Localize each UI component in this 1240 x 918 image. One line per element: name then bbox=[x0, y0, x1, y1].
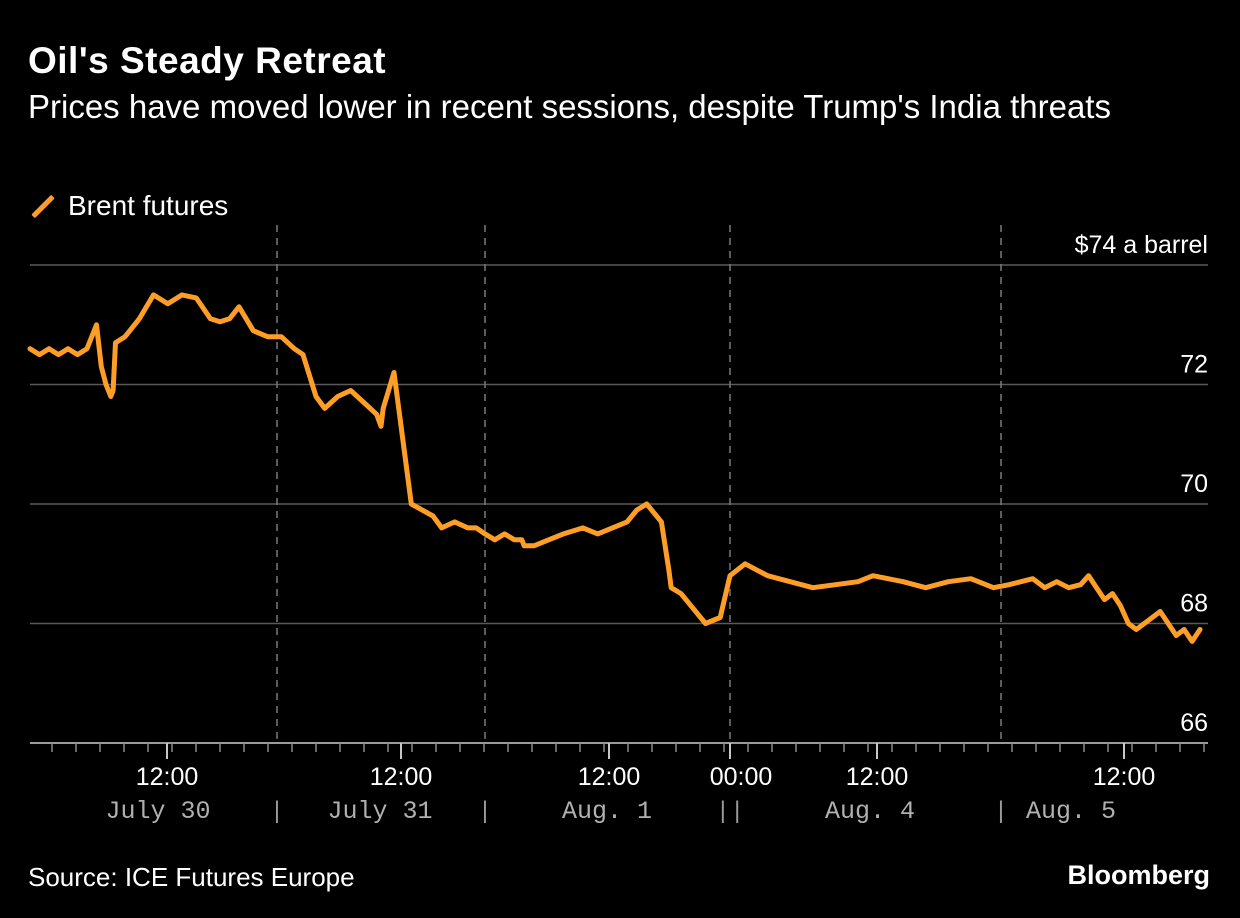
y-tick-label-70: 70 bbox=[1180, 470, 1208, 498]
chart-subtitle: Prices have moved lower in recent sessio… bbox=[28, 88, 1111, 125]
session-divider-mark-3: | bbox=[994, 799, 1008, 826]
x-time-label-2: 12:00 bbox=[578, 763, 641, 791]
x-session-label-2: Aug. 1 bbox=[562, 797, 652, 826]
y-tick-label-68: 68 bbox=[1180, 590, 1208, 618]
x-session-label-0: July 30 bbox=[105, 797, 210, 826]
x-time-label-4: 12:00 bbox=[1093, 763, 1156, 791]
x-session-label-4: Aug. 5 bbox=[1026, 797, 1116, 826]
source-note: Source: ICE Futures Europe bbox=[28, 862, 355, 892]
y-tick-label-66: 66 bbox=[1180, 709, 1208, 737]
legend: Brent futures bbox=[28, 190, 228, 222]
x-time-label-lead-3: 00:00 bbox=[710, 763, 773, 791]
legend-label-brent: Brent futures bbox=[68, 190, 229, 221]
chart-title: Oil's Steady Retreat bbox=[28, 40, 387, 81]
y-tick-label-72: 72 bbox=[1180, 351, 1208, 379]
session-divider-mark-1: | bbox=[478, 799, 492, 826]
series-line-brent-futures bbox=[27, 292, 1203, 644]
x-time-label-0: 12:00 bbox=[136, 763, 199, 791]
y-tick-label-74: $74 a barrel bbox=[1075, 231, 1208, 259]
x-time-label-1: 12:00 bbox=[370, 763, 433, 791]
x-time-label-3: 12:00 bbox=[846, 763, 909, 791]
session-divider-mark-0: | bbox=[270, 799, 284, 826]
x-session-label-1: July 31 bbox=[327, 797, 432, 826]
x-session-label-3: Aug. 4 bbox=[825, 797, 915, 826]
session-divider-mark-2: || bbox=[716, 799, 745, 826]
brand-logo: Bloomberg bbox=[1067, 860, 1210, 890]
